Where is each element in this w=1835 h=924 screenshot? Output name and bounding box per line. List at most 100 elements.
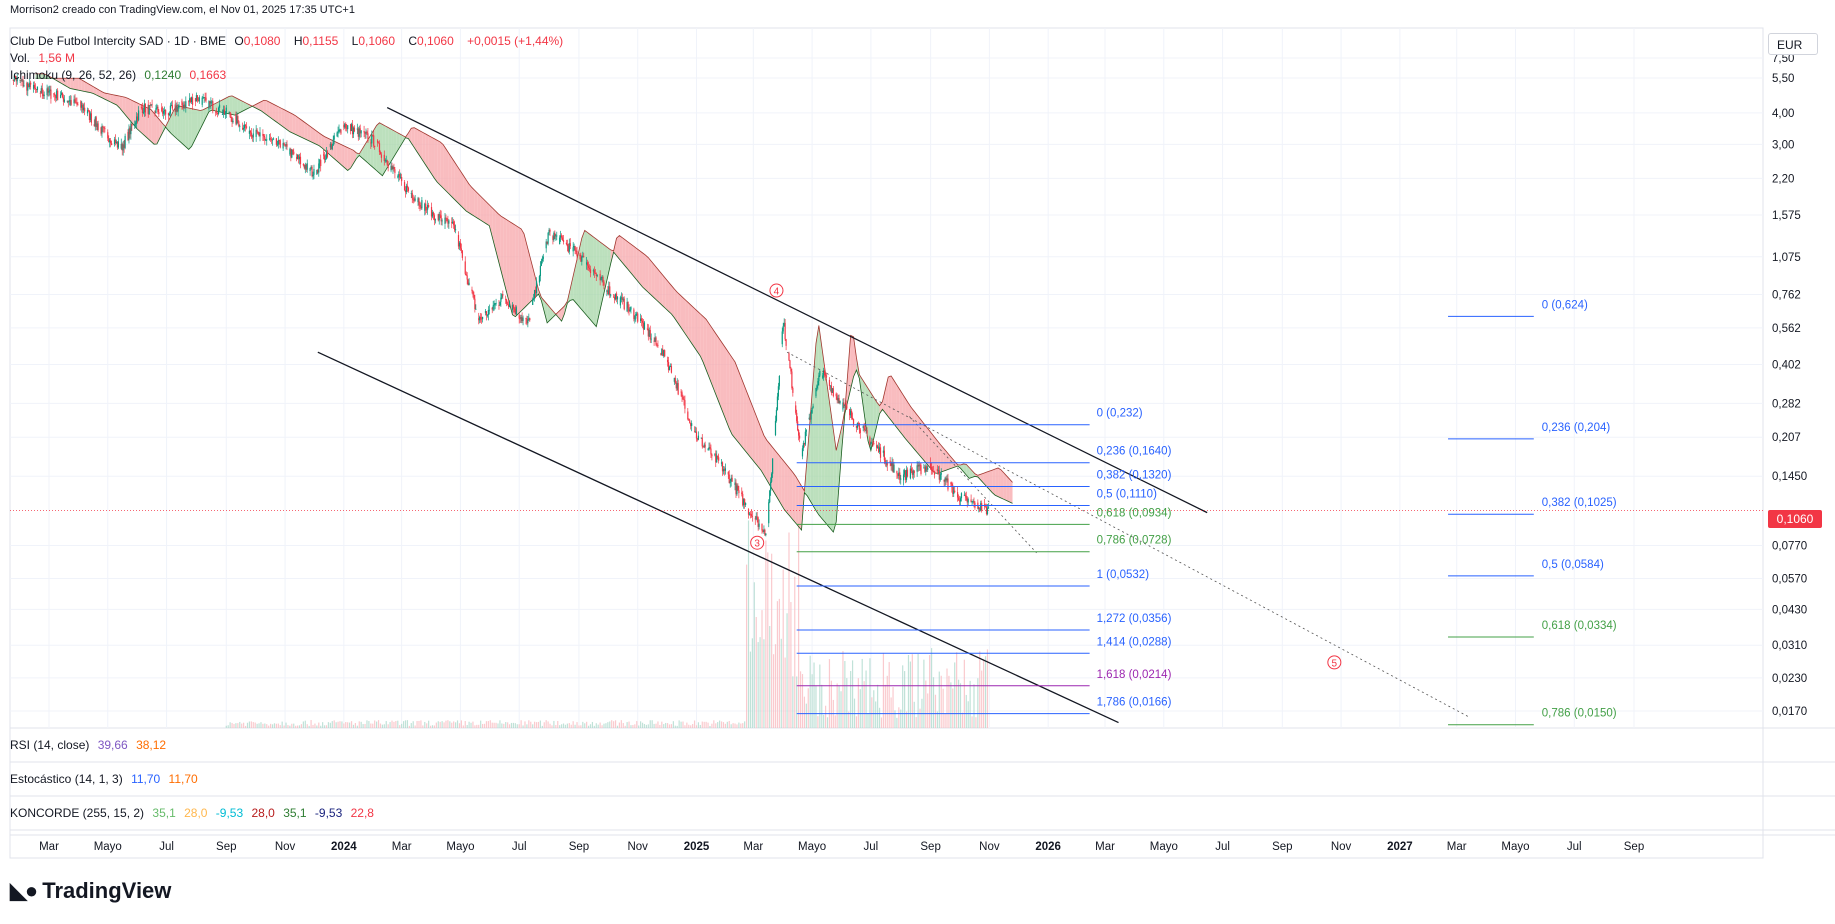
- volume-bar: [256, 723, 258, 728]
- volume-bar: [720, 721, 723, 728]
- candle-body: [189, 98, 191, 102]
- candle-body: [703, 444, 705, 447]
- candle-body: [373, 135, 375, 146]
- candle-body: [548, 229, 550, 233]
- candle-body: [94, 117, 96, 127]
- candle-body: [97, 123, 99, 131]
- candle-body: [610, 294, 612, 296]
- candle-body: [114, 139, 117, 143]
- candle-body: [434, 219, 436, 221]
- cloud-segment: [70, 78, 74, 90]
- candle-body: [864, 428, 866, 431]
- ichimoku-legend[interactable]: Ichimoku (9, 26, 52, 26) 0,1240 0,1663: [10, 68, 227, 82]
- volume-bar: [231, 722, 233, 728]
- candle-body: [978, 507, 980, 509]
- candle-body: [412, 198, 414, 200]
- tradingview-logo[interactable]: ◣● TradingView: [10, 878, 171, 904]
- volume-bar: [670, 724, 673, 728]
- candle-body: [104, 128, 106, 130]
- volume-bar: [535, 722, 538, 728]
- cloud-segment: [876, 401, 880, 427]
- candle-body: [49, 89, 51, 91]
- candle-body: [913, 470, 915, 474]
- candle-body: [957, 497, 960, 501]
- candle-body: [26, 82, 28, 91]
- cloud-segment: [321, 134, 325, 151]
- cloud-segment: [310, 126, 314, 143]
- candle-body: [508, 303, 511, 307]
- candle-body: [839, 400, 841, 404]
- candle-body: [728, 474, 730, 483]
- candle-body: [912, 470, 914, 475]
- volume-bar: [975, 717, 977, 728]
- volume-bar: [233, 723, 235, 728]
- volume-bar: [815, 685, 817, 728]
- candle-body: [798, 435, 801, 439]
- candle-body: [637, 313, 639, 322]
- stochastic-legend[interactable]: Estocástico (14, 1, 3) 11,70 11,70: [10, 772, 198, 786]
- candle-body: [272, 138, 275, 140]
- volume-bar: [890, 697, 892, 728]
- koncorde-legend[interactable]: KONCORDE (255, 15, 2) 35,1 28,0 -9,53 28…: [10, 806, 374, 820]
- candle-body: [316, 169, 318, 175]
- candle-body: [225, 107, 227, 113]
- candle-body: [802, 442, 805, 449]
- volume-bar: [562, 723, 565, 728]
- volume-bar: [350, 721, 353, 728]
- candle-body: [304, 164, 306, 169]
- cloud-segment: [171, 109, 175, 137]
- volume-bar: [857, 678, 859, 728]
- y-tick-label: 3,00: [1772, 139, 1794, 151]
- candle-body: [380, 154, 383, 158]
- volume-bar: [283, 725, 285, 728]
- candle-body: [952, 487, 954, 494]
- cloud-segment: [498, 213, 501, 271]
- candle-body: [29, 82, 31, 88]
- candle-body: [347, 125, 349, 130]
- symbol-legend[interactable]: Club De Futbol Intercity SAD · 1D · BME …: [10, 34, 568, 48]
- volume-bar: [877, 684, 879, 728]
- volume-bar: [570, 724, 572, 728]
- volume-bar: [840, 691, 842, 728]
- currency-selector[interactable]: EUR: [1768, 33, 1818, 55]
- volume-bar: [586, 721, 588, 728]
- candle-body: [319, 159, 321, 164]
- volume-bar: [844, 661, 846, 728]
- candle-body: [684, 400, 686, 409]
- cloud-segment: [469, 184, 472, 215]
- cloud-segment: [922, 422, 926, 463]
- cloud-segment: [870, 392, 874, 451]
- candle-body: [394, 169, 396, 174]
- cloud-segment: [428, 135, 432, 174]
- x-tick-label: 2027: [1387, 841, 1413, 853]
- volume-bar: [782, 569, 784, 728]
- volume-bar: [745, 564, 748, 728]
- volume-bar: [825, 705, 827, 728]
- candle-body: [897, 473, 899, 477]
- candle-body: [290, 149, 292, 158]
- candle-body: [609, 286, 611, 296]
- candle-body: [601, 277, 603, 278]
- candle-body: [785, 339, 787, 346]
- candle-body: [487, 310, 489, 315]
- volume-bar: [659, 724, 661, 728]
- fib-extension-1: 0 (0,232) 0,236 (0,1640) 0,382 (0,1320) 0,5…: [796, 408, 1172, 715]
- volume-bar: [424, 721, 426, 728]
- volume-bar: [850, 670, 852, 728]
- volume-bar: [805, 703, 807, 728]
- candle-body: [893, 464, 895, 473]
- rsi-legend[interactable]: RSI (14, close) 39,66 38,12: [10, 738, 167, 752]
- volume-bar: [776, 601, 779, 728]
- cloud-segment: [480, 196, 484, 223]
- fib-level-label: 1,414 (0,0288): [1097, 636, 1172, 648]
- candle-body: [156, 106, 158, 109]
- volume-legend[interactable]: Vol. 1,56 M: [10, 51, 76, 65]
- volume-bar: [799, 671, 802, 728]
- candle-body: [862, 426, 864, 428]
- volume-bar: [618, 722, 621, 728]
- cloud-segment: [896, 385, 900, 432]
- volume-bar: [886, 675, 888, 728]
- candle-body: [886, 462, 888, 466]
- volume-bar: [532, 724, 534, 728]
